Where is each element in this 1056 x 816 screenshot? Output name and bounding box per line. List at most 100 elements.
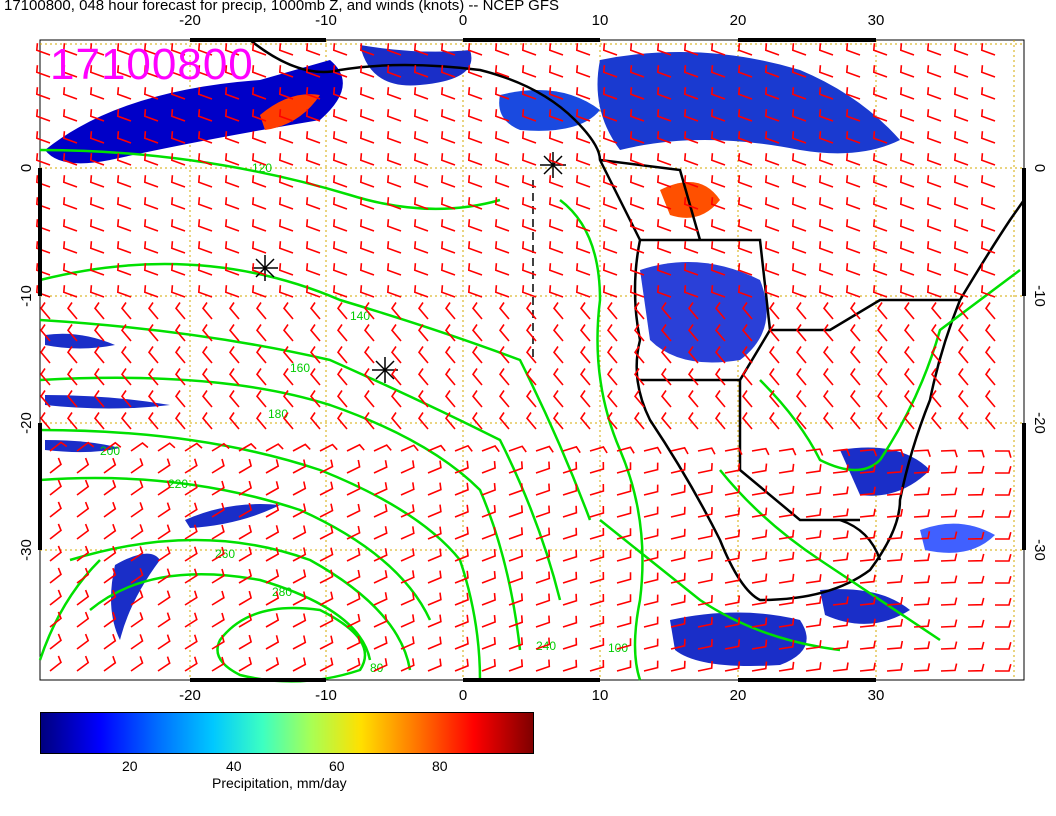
wind-barb xyxy=(265,591,280,606)
wind-barb xyxy=(683,109,699,122)
wind-barb xyxy=(926,175,942,188)
wind-barb xyxy=(417,412,429,430)
wind-barb xyxy=(278,87,294,100)
wind-barb xyxy=(764,65,780,78)
wind-barb xyxy=(710,241,726,254)
contour-label: 80 xyxy=(370,661,384,675)
wind-barb xyxy=(643,594,659,606)
wind-barb xyxy=(201,302,213,320)
wind-barb xyxy=(494,285,510,298)
precip-areas xyxy=(45,45,995,666)
wind-barb xyxy=(899,131,915,144)
wind-barb xyxy=(211,634,225,650)
lon-tick: 0 xyxy=(459,687,467,704)
wind-barb xyxy=(116,153,132,166)
wind-barb xyxy=(49,441,68,452)
wind-barb xyxy=(926,263,942,276)
wind-barb xyxy=(427,548,442,562)
wind-barb xyxy=(332,109,348,122)
wind-barb xyxy=(130,568,144,584)
wind-barb xyxy=(791,153,807,166)
wind-barb xyxy=(228,390,240,408)
wind-barb xyxy=(278,43,294,56)
wind-barb xyxy=(211,590,225,606)
wind-barb xyxy=(845,131,861,144)
wind-barb xyxy=(143,153,159,166)
wind-barb xyxy=(670,638,686,650)
wind-barb xyxy=(454,658,469,672)
wind-barb xyxy=(984,346,996,364)
wind-barb xyxy=(359,153,375,166)
wind-barb xyxy=(147,390,159,408)
wind-barb xyxy=(211,502,225,518)
wind-barb xyxy=(467,219,483,232)
wind-barb xyxy=(589,461,605,474)
wind-barb xyxy=(940,553,958,562)
wind-barb xyxy=(521,65,537,78)
wind-barb xyxy=(386,263,402,276)
wind-barb xyxy=(143,219,159,232)
wind-barb xyxy=(548,285,564,298)
wind-barb xyxy=(768,368,780,386)
wind-barb xyxy=(656,109,672,122)
wind-barb xyxy=(103,479,117,496)
wind-barb xyxy=(791,285,807,298)
wind-barb xyxy=(643,550,659,562)
wind-barb xyxy=(818,241,834,254)
wind-barb xyxy=(359,43,375,56)
wind-barb xyxy=(548,87,564,100)
wind-barb xyxy=(498,346,510,364)
wind-barb xyxy=(427,444,446,452)
wind-barb xyxy=(724,529,741,540)
wind-barb xyxy=(849,324,861,342)
wind-barb xyxy=(89,175,105,188)
wind-barb xyxy=(282,324,294,342)
wind-barb xyxy=(224,219,240,232)
wind-barb xyxy=(89,153,105,166)
wind-barb xyxy=(995,597,1012,606)
wind-barb xyxy=(899,153,915,166)
wind-barb xyxy=(508,571,524,584)
wind-barb xyxy=(359,263,375,276)
wind-barb xyxy=(282,302,294,320)
wind-barb xyxy=(714,324,726,342)
wind-barb xyxy=(255,412,267,430)
wind-barb xyxy=(714,390,726,408)
wind-barb xyxy=(184,656,198,672)
wind-barb xyxy=(589,446,608,454)
wind-barb xyxy=(386,65,402,78)
wind-barb xyxy=(413,131,429,144)
wind-barb xyxy=(197,197,213,210)
graticule xyxy=(40,40,1024,680)
wind-barb xyxy=(616,638,632,650)
wind-barb xyxy=(224,263,240,276)
wind-barb xyxy=(616,616,632,628)
wind-barb xyxy=(467,263,483,276)
star-icon xyxy=(540,152,566,178)
wind-barb xyxy=(278,219,294,232)
wind-barb xyxy=(201,324,213,342)
wind-barb xyxy=(39,302,51,320)
wind-barb xyxy=(751,617,768,628)
wind-barb xyxy=(170,175,186,188)
wind-barb xyxy=(238,502,253,518)
wind-barb xyxy=(278,263,294,276)
wind-barb xyxy=(995,663,1012,672)
wind-barb xyxy=(670,528,686,540)
wind-barb xyxy=(548,153,564,166)
wind-barb xyxy=(940,487,958,496)
contour-label: 200 xyxy=(100,444,120,458)
wind-barb xyxy=(467,43,483,56)
wind-barb xyxy=(39,368,51,386)
wind-barb xyxy=(818,285,834,298)
wind-barb xyxy=(995,641,1012,650)
wind-barb xyxy=(764,219,780,232)
wind-barb xyxy=(737,153,753,166)
wind-barb xyxy=(697,617,713,628)
wind-barb xyxy=(373,614,388,628)
wind-barb xyxy=(157,442,176,452)
wind-barb xyxy=(103,545,117,562)
wind-barb xyxy=(791,175,807,188)
wind-barb xyxy=(251,285,267,298)
wind-barb xyxy=(417,302,429,320)
